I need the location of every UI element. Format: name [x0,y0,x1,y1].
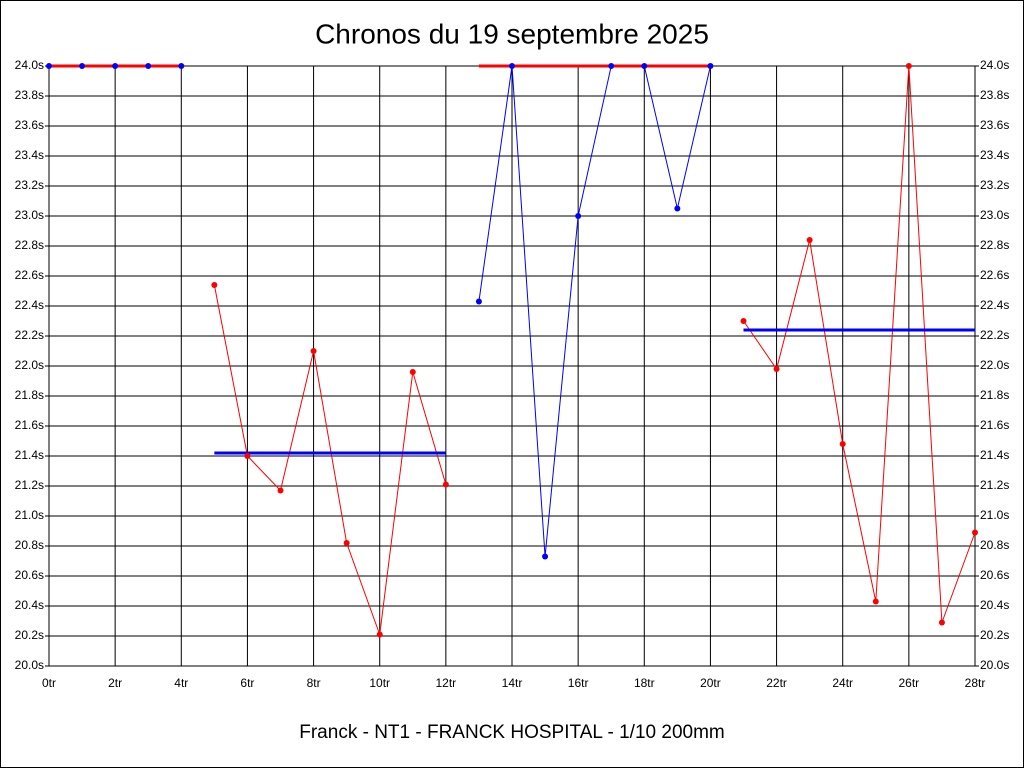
y2-tick-label: 22.2s [980,328,1009,342]
data-point [542,553,549,560]
y2-tick-label: 24.0s [980,58,1009,72]
data-point [112,63,119,69]
x-tick-label: 16tr [568,676,589,690]
x-tick-label: 24tr [832,676,853,690]
data-point [972,529,978,536]
data-point [938,619,945,626]
y2-tick-label: 22.8s [980,238,1009,252]
y2-tick-label: 21.6s [980,418,1009,432]
data-point [343,540,350,546]
x-tick-label: 22tr [766,676,787,690]
y2-tick-label: 23.2s [980,178,1009,192]
data-point [475,298,482,305]
data-point [740,318,747,324]
y2-tick-label: 22.6s [980,268,1009,282]
data-point [806,237,813,243]
y2-tick-label: 21.8s [980,388,1009,402]
series-line [743,65,976,623]
x-tick-label: 26tr [899,676,920,690]
x-tick-label: 14tr [502,676,523,690]
x-tick-label: 12tr [436,676,457,690]
x-tick-label: 20tr [700,676,721,690]
y2-tick-label: 22.4s [980,298,1009,312]
y2-tick-label: 22.0s [980,358,1009,372]
y-tick-label: 23.8s [15,88,44,102]
data-point [211,282,218,288]
series-line [213,284,447,635]
y-tick-label: 21.2s [15,478,44,492]
y2-tick-label: 23.0s [980,208,1009,222]
x-tick-label: 6tr [240,676,254,690]
data-point [178,63,185,69]
y-tick-label: 22.0s [15,358,44,372]
x-tick-label: 2tr [108,676,122,690]
data-point [145,63,152,69]
data-point [310,348,317,354]
y-tick-label: 21.8s [15,388,44,402]
y-tick-label: 20.4s [15,598,44,612]
y2-tick-label: 20.4s [980,598,1009,612]
data-point [376,631,383,638]
data-point [839,441,846,447]
y-tick-label: 20.2s [15,628,44,642]
y-tick-label: 23.6s [15,118,44,132]
y2-tick-label: 21.2s [980,478,1009,492]
data-point [575,213,582,219]
y-tick-label: 21.4s [15,448,44,462]
y2-tick-label: 23.8s [980,88,1009,102]
y-tick-label: 23.0s [15,208,44,222]
x-tick-label: 8tr [307,676,321,690]
x-tick-label: 18tr [634,676,655,690]
y-tick-label: 20.0s [15,658,44,672]
y2-tick-label: 21.4s [980,448,1009,462]
x-tick-label: 0tr [42,676,56,690]
data-point [244,453,251,459]
data-point [872,598,879,605]
data-point [442,481,449,488]
y2-tick-label: 20.8s [980,538,1009,552]
y-tick-label: 20.8s [15,538,44,552]
data-point [707,63,714,69]
y-tick-label: 21.6s [15,418,44,432]
y2-tick-label: 20.2s [980,628,1009,642]
data-point [277,487,284,494]
y-tick-label: 20.6s [15,568,44,582]
x-tick-label: 10tr [369,676,390,690]
data-point [641,63,648,69]
y2-tick-label: 20.0s [980,658,1009,672]
data-point [409,369,416,375]
series-line [478,65,711,557]
y-tick-label: 22.8s [15,238,44,252]
y-tick-label: 21.0s [15,508,44,522]
y-tick-label: 24.0s [15,58,44,72]
y-tick-label: 22.4s [15,298,44,312]
y2-tick-label: 23.4s [980,148,1009,162]
chart-title: Chronos du 19 septembre 2025 [315,18,709,49]
x-axis-label: Franck - NT1 - FRANCK HOSPITAL - 1/10 20… [299,722,724,743]
y-tick-label: 23.2s [15,178,44,192]
data-point [79,63,86,69]
y-tick-label: 22.6s [15,268,44,282]
data-point [46,63,52,69]
y-tick-label: 23.4s [15,148,44,162]
y2-tick-label: 20.6s [980,568,1009,582]
data-point [773,366,780,372]
x-tick-label: 28tr [965,676,986,690]
y-tick-label: 22.2s [15,328,44,342]
data-point [509,63,515,69]
data-point [674,205,681,212]
data-point [608,63,615,69]
x-tick-label: 4tr [174,676,188,690]
data-point [905,63,912,69]
y2-tick-label: 23.6s [980,118,1009,132]
y2-tick-label: 21.0s [980,508,1009,522]
